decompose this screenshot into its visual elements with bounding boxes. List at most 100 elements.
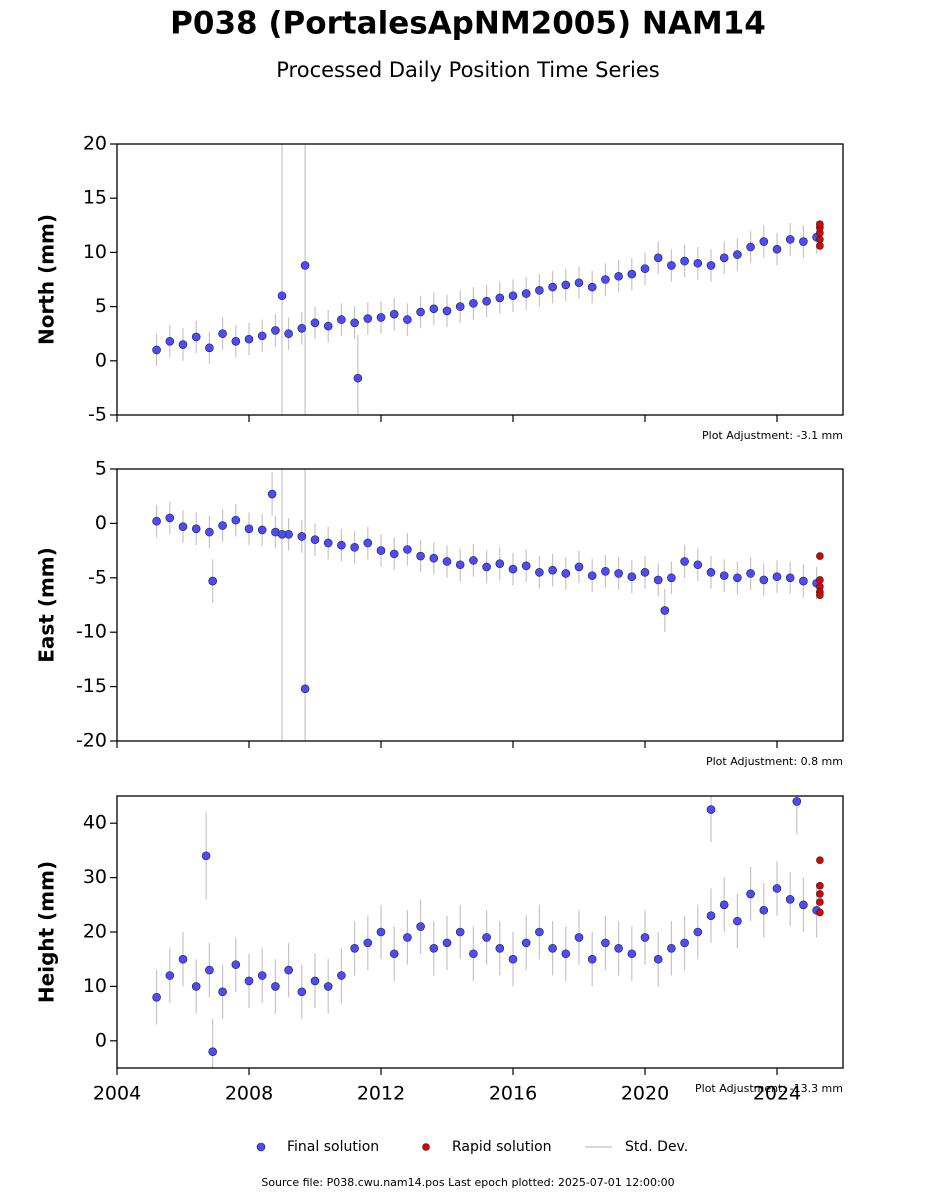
final-point <box>363 314 373 323</box>
final-point <box>574 933 584 942</box>
legend-final: Final solution <box>287 1139 379 1155</box>
final-point <box>323 982 333 991</box>
annotation: Plot Adjustment: 0.8 mm <box>706 755 843 768</box>
final-point <box>521 938 531 948</box>
final-point <box>350 543 359 552</box>
final-point <box>667 573 676 583</box>
y-axis-label: Height (mm) <box>35 861 59 1003</box>
x-tick-label: 2008 <box>225 1083 273 1105</box>
y-tick-label: 20 <box>83 921 107 943</box>
final-point <box>416 922 425 931</box>
final-point <box>587 571 597 580</box>
final-point <box>799 237 808 246</box>
rapid-point <box>816 235 824 244</box>
legend-std: Std. Dev. <box>625 1139 688 1155</box>
final-point <box>337 540 346 550</box>
final-point <box>495 559 505 568</box>
final-point <box>376 313 386 322</box>
final-point <box>300 684 310 694</box>
final-point <box>680 938 689 948</box>
rapid-point <box>816 220 824 229</box>
final-point <box>746 889 755 899</box>
rapid-point <box>816 552 824 560</box>
subtitle: Processed Daily Position Time Series <box>276 58 660 82</box>
footer: Source file: P038.cwu.nam14.pos Last epo… <box>261 1176 674 1189</box>
final-point <box>706 805 716 814</box>
final-point <box>792 797 802 806</box>
final-point <box>574 278 584 288</box>
final-point <box>508 954 518 964</box>
rapid-point <box>816 890 824 898</box>
final-point <box>535 568 544 577</box>
final-point <box>601 566 610 576</box>
title: P038 (PortalesApNM2005) NAM14 <box>170 6 766 42</box>
final-point <box>495 944 505 953</box>
legend-rapid-marker <box>422 1143 430 1151</box>
final-point <box>521 561 531 571</box>
plot-area <box>152 144 824 415</box>
final-point <box>561 569 571 578</box>
final-point <box>799 576 808 586</box>
final-point <box>719 253 729 263</box>
final-point <box>653 954 663 964</box>
final-point <box>733 573 742 583</box>
final-point <box>363 938 373 948</box>
final-point <box>297 987 307 997</box>
final-point <box>746 242 755 252</box>
final-point <box>389 549 399 559</box>
final-point <box>205 527 214 537</box>
final-point <box>706 911 716 920</box>
final-point <box>403 315 412 324</box>
y-tick-label: 20 <box>83 133 107 155</box>
rapid-point <box>816 856 824 864</box>
final-point <box>653 575 663 585</box>
final-point <box>746 569 755 578</box>
rapid-point <box>816 908 824 917</box>
final-point <box>627 949 637 959</box>
final-point <box>416 551 425 561</box>
legend-rapid: Rapid solution <box>452 1139 552 1155</box>
final-point <box>667 261 676 270</box>
final-point <box>660 606 670 615</box>
final-point <box>693 258 703 268</box>
final-point <box>640 568 650 577</box>
y-tick-label: -20 <box>76 730 107 752</box>
final-point <box>244 334 254 344</box>
final-point <box>521 289 531 298</box>
y-tick-label: 15 <box>83 187 107 209</box>
final-point <box>218 329 227 339</box>
final-point <box>785 573 795 583</box>
x-tick-label: 2020 <box>621 1083 669 1105</box>
final-point <box>323 321 333 331</box>
annotation: Plot Adjustment: -3.1 mm <box>702 429 843 442</box>
final-point <box>508 564 518 574</box>
final-point <box>469 299 478 308</box>
frame <box>116 795 844 1069</box>
final-point <box>231 960 241 969</box>
final-point <box>178 340 188 349</box>
final-point <box>363 538 373 548</box>
final-point <box>152 345 161 355</box>
final-point <box>208 576 217 586</box>
final-point <box>759 237 769 246</box>
final-point <box>640 933 650 942</box>
final-point <box>297 323 307 333</box>
final-point <box>653 253 663 263</box>
plot-area <box>152 469 824 741</box>
final-point <box>561 280 571 290</box>
x-tick-label: 2012 <box>357 1083 405 1105</box>
final-point <box>205 343 214 353</box>
y-tick-label: 10 <box>83 975 107 997</box>
final-point <box>271 982 280 991</box>
final-point <box>785 235 795 244</box>
final-point <box>277 529 287 539</box>
final-point <box>693 560 703 570</box>
final-point <box>257 331 267 341</box>
final-point <box>680 557 689 566</box>
final-point <box>772 884 782 893</box>
final-point <box>376 927 386 937</box>
y-axis-label: East (mm) <box>35 547 59 663</box>
final-point <box>350 318 359 328</box>
final-point <box>614 569 623 578</box>
final-point <box>244 524 254 534</box>
